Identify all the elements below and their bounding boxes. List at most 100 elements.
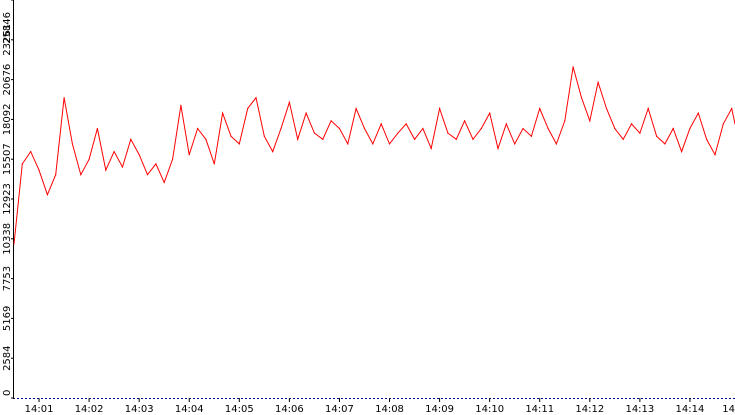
data-point: [397, 132, 399, 134]
data-point: [464, 120, 466, 122]
data-point: [230, 135, 232, 137]
x-tick-label: 14:05: [225, 404, 254, 415]
data-point: [238, 143, 240, 145]
data-point: [188, 154, 190, 156]
data-point: [497, 147, 499, 150]
data-point: [539, 107, 541, 110]
data-point: [197, 127, 199, 130]
data-point: [522, 127, 524, 130]
data-point: [505, 123, 507, 125]
data-point: [313, 132, 315, 134]
data-point: [656, 135, 658, 137]
x-tick-label: 14:02: [75, 404, 104, 415]
data-point: [13, 243, 15, 245]
data-point: [472, 138, 474, 140]
y-tick-label: 10338: [2, 223, 13, 255]
data-point: [96, 127, 98, 130]
data-point: [547, 127, 549, 130]
y-tick-label: 0: [2, 390, 13, 396]
data-point: [530, 135, 533, 137]
y-tick-label: 25846: [2, 12, 13, 44]
x-tick-label: 14:01: [25, 404, 54, 415]
data-point: [21, 163, 23, 165]
data-point: [380, 123, 382, 125]
data-point: [714, 154, 716, 156]
data-point: [330, 120, 332, 122]
data-point: [213, 163, 215, 165]
data-point: [414, 138, 416, 140]
data-point: [405, 123, 407, 125]
data-point: [597, 81, 599, 83]
data-point: [80, 174, 82, 176]
data-point: [564, 120, 566, 122]
data-point: [489, 112, 491, 114]
data-point: [297, 138, 299, 140]
x-tick-label: 14:07: [325, 404, 354, 415]
series-line: [13, 66, 735, 245]
data-point: [180, 104, 182, 106]
data-point: [555, 143, 558, 145]
y-tick-label: 5169: [2, 306, 13, 331]
data-point: [681, 151, 683, 153]
y-tick-label: 15507: [2, 143, 13, 175]
data-point: [155, 163, 157, 165]
data-point: [113, 151, 115, 153]
data-point: [722, 123, 724, 125]
data-point: [614, 127, 616, 130]
data-point: [372, 143, 374, 145]
data-point: [514, 143, 516, 145]
data-point: [163, 181, 165, 183]
data-point: [63, 97, 65, 99]
data-point: [355, 107, 357, 110]
data-point: [672, 127, 674, 130]
data-point: [455, 138, 457, 140]
x-tick-label: 14:09: [425, 404, 454, 415]
y-tick-label: 12923: [2, 183, 13, 215]
data-point: [322, 138, 324, 140]
data-point: [388, 143, 391, 145]
data-point: [263, 135, 265, 137]
data-point: [589, 120, 591, 122]
x-tick-label: 14:03: [125, 404, 154, 415]
data-point: [205, 138, 207, 140]
data-point: [305, 112, 307, 114]
x-tick-label: 14:11: [525, 404, 554, 415]
x-tick-label: 14:04: [175, 404, 204, 415]
data-point: [46, 194, 49, 196]
data-point: [639, 132, 641, 134]
data-point: [30, 151, 32, 153]
y-tick-label: 18092: [2, 103, 13, 135]
data-point: [731, 107, 733, 110]
data-point: [222, 112, 224, 114]
data-point: [255, 97, 257, 99]
data-point: [130, 138, 132, 140]
data-point: [430, 147, 432, 150]
data-point: [347, 143, 349, 145]
data-point: [172, 158, 174, 160]
x-tick-label: 14:08: [375, 404, 404, 415]
data-point: [247, 107, 249, 110]
data-point: [706, 138, 708, 140]
data-point: [138, 154, 140, 156]
data-point: [647, 107, 649, 110]
data-point: [622, 138, 624, 140]
y-tick-label: 2584: [2, 345, 13, 370]
y-tick-label: 20676: [2, 64, 13, 96]
data-point: [280, 127, 282, 130]
data-point: [439, 107, 441, 110]
y-axis-ticks: 0 2584 5169 7753 10338 12923 15507 18092 20676 23…: [2, 0, 14, 399]
data-point: [447, 132, 449, 134]
data-point: [697, 112, 699, 114]
data-point: [88, 158, 90, 160]
data-point: [664, 143, 666, 145]
data-point: [422, 127, 424, 130]
data-point: [71, 143, 73, 145]
data-point: [363, 127, 366, 130]
series-group: [13, 66, 735, 245]
data-point: [630, 123, 633, 125]
data-point: [572, 66, 574, 68]
data-point: [146, 174, 149, 176]
data-point: [121, 166, 124, 168]
y-tick-label: 23261: [2, 24, 13, 56]
